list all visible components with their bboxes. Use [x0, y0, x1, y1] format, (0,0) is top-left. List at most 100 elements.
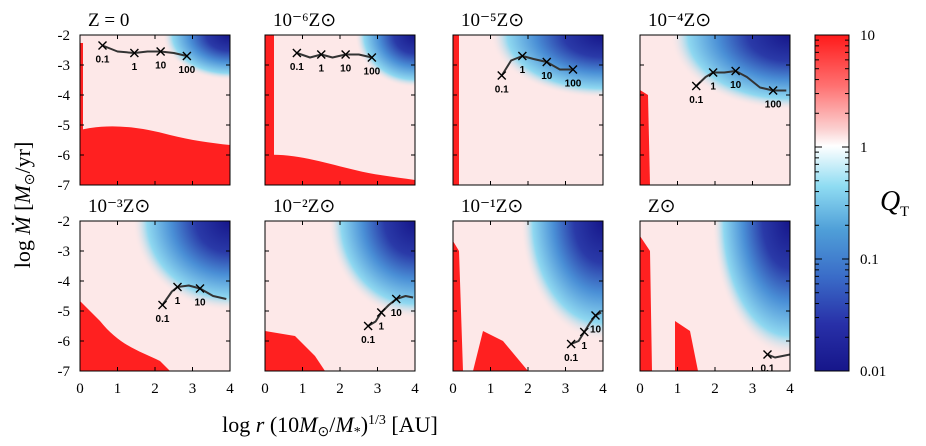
panel-title: 10⁻⁵Z⊙ — [461, 10, 524, 31]
x-axis-label: log r (10M⊙/M*)1/3 [AU] — [222, 412, 438, 440]
cross-marker — [768, 86, 778, 95]
track-marker: 10 — [541, 57, 553, 82]
y-tick-label: -3 — [58, 58, 71, 74]
marker-label: 10 — [391, 308, 403, 319]
panel-title: 10⁻²Z⊙ — [273, 196, 335, 217]
marker-label: 0.1 — [96, 55, 110, 66]
track-marker: 10 — [391, 294, 403, 319]
evolution-track — [767, 353, 790, 359]
track-marker: 1 — [376, 308, 386, 333]
x-tick-label: 1 — [674, 381, 682, 397]
marker-label: 0.1 — [689, 95, 703, 106]
marker-label: 0.1 — [564, 353, 578, 364]
track-marker: 10 — [155, 47, 167, 72]
panel-4: 10⁻⁴Z⊙ 0.1 1 10 100 — [639, 10, 791, 186]
marker-label: 0.1 — [761, 364, 775, 375]
panel-title: Z⊙ — [648, 196, 676, 217]
colorbar-tick-label: 1 — [860, 140, 868, 156]
cross-marker — [376, 308, 386, 317]
panel-3: 10⁻⁵Z⊙ 0.1 1 10 100 — [452, 10, 604, 186]
track-marker: 0.1 — [361, 321, 376, 346]
cross-marker — [579, 327, 589, 337]
track-marker: 10 — [340, 50, 352, 75]
marker-label: 0.1 — [361, 335, 375, 346]
x-tick-label: 2 — [524, 381, 532, 397]
high-q-region — [80, 301, 170, 371]
cross-marker — [158, 300, 167, 310]
x-tick-label: 3 — [189, 381, 197, 397]
marker-label: 100 — [565, 79, 582, 90]
y-tick-label: -6 — [58, 148, 71, 164]
track-marker: 10 — [194, 284, 206, 309]
marker-label: 1 — [581, 341, 587, 352]
marker-label: 10 — [730, 80, 742, 91]
cross-marker — [363, 321, 373, 331]
cross-marker — [566, 339, 576, 349]
cross-marker — [731, 66, 741, 76]
track-marker: 0.1 — [96, 41, 110, 66]
track-marker: 0.1 — [495, 71, 509, 96]
panel-title: Z = 0 — [88, 10, 129, 31]
marker-label: 0.1 — [156, 314, 170, 325]
track-marker: 1 — [708, 68, 718, 93]
colorbar-gradient — [814, 34, 850, 372]
track-marker: 100 — [765, 86, 782, 111]
y-tick-label: -3 — [58, 244, 71, 260]
x-tick-label: 3 — [749, 381, 757, 397]
marker-label: 100 — [179, 65, 196, 76]
track-marker: 0.1 — [156, 300, 170, 325]
colorbar-tick-label: 10 — [860, 28, 875, 44]
cross-marker — [517, 51, 527, 61]
track-marker: 100 — [565, 65, 582, 90]
high-q-region — [640, 236, 698, 371]
low-q-region — [355, 35, 415, 88]
track-marker: 0.1 — [564, 339, 579, 364]
cross-marker — [591, 311, 600, 320]
x-tick-label: 2 — [711, 381, 719, 397]
marker-label: 100 — [765, 100, 782, 111]
panel-title: 10⁻⁴Z⊙ — [648, 10, 711, 31]
x-tick-label: 0 — [261, 381, 269, 397]
colorbar-label-subscript: T — [900, 204, 909, 220]
evolution-track — [367, 295, 414, 327]
cross-marker — [195, 284, 205, 293]
panel-5: -2 -3 -4 -5 -6 -7 0 1 2 3 4 10⁻³Z⊙ 0.1 1 10 — [58, 196, 235, 397]
colorbar-tick-label: 0.01 — [860, 364, 886, 380]
cross-marker — [292, 48, 302, 58]
x-tick-label: 3 — [374, 381, 382, 397]
x-tick-label: 3 — [562, 381, 570, 397]
marker-label: 10 — [590, 325, 602, 336]
track-marker: 10 — [590, 311, 602, 336]
colorbar-label: Q — [880, 186, 900, 217]
evolution-track — [500, 55, 573, 77]
y-tick-label: -4 — [58, 274, 71, 290]
y-tick-label: -5 — [58, 304, 71, 320]
track-marker: 0.1 — [290, 48, 304, 73]
cross-marker — [182, 51, 192, 61]
high-q-region — [453, 35, 459, 185]
x-tick-label: 4 — [226, 381, 234, 397]
y-tick-label: -5 — [58, 118, 71, 134]
high-q-region — [453, 241, 528, 371]
track-marker: 1 — [316, 50, 326, 75]
cross-marker — [316, 50, 326, 59]
marker-label: 10 — [155, 61, 167, 72]
marker-label: 10 — [340, 64, 352, 75]
track-marker: 1 — [517, 51, 527, 76]
x-tick-label: 1 — [114, 381, 122, 397]
marker-label: 100 — [364, 67, 381, 78]
cross-marker — [391, 294, 401, 304]
x-tick-label: 1 — [487, 381, 495, 397]
track-marker: 1 — [173, 282, 182, 307]
evolution-track — [296, 52, 373, 59]
x-tick-label: 0 — [636, 381, 644, 397]
marker-label: 1 — [132, 62, 138, 73]
high-q-region — [265, 331, 325, 371]
panel-title: 10⁻¹Z⊙ — [461, 196, 523, 217]
x-tick-label: 0 — [449, 381, 457, 397]
cross-marker — [98, 41, 107, 50]
high-q-region — [265, 154, 415, 185]
